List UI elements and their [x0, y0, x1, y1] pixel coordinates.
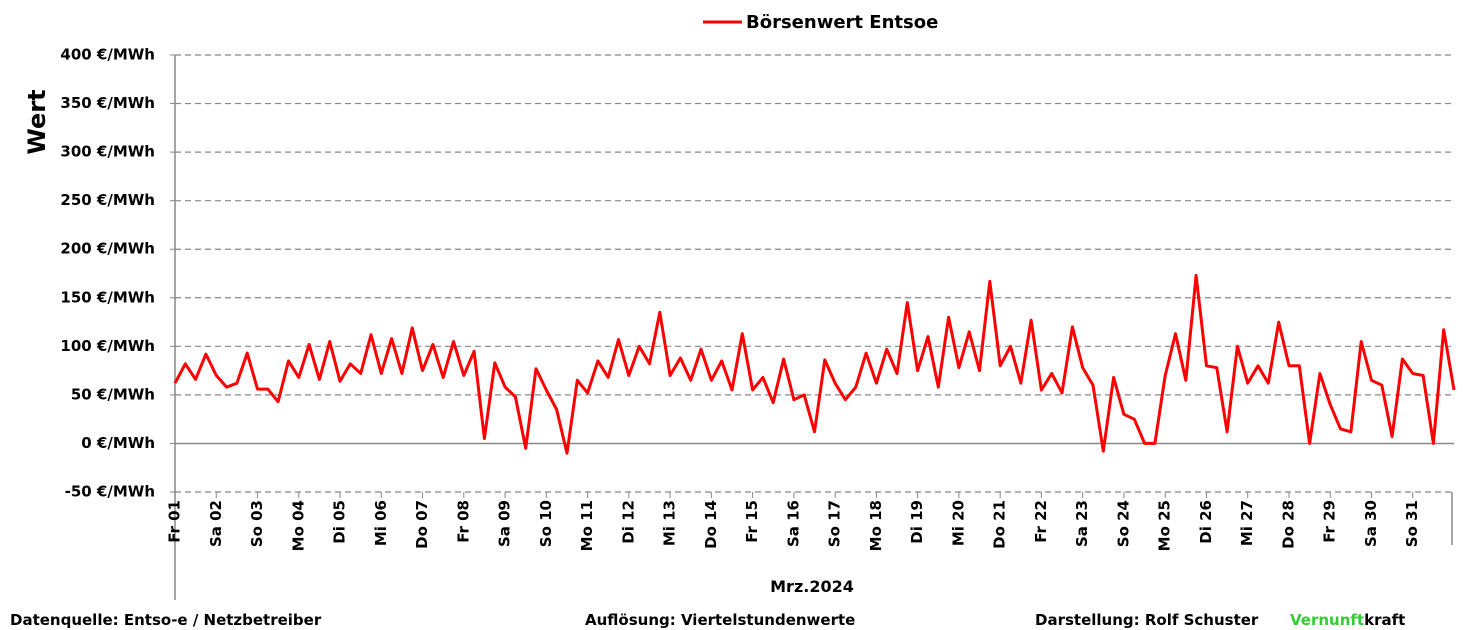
x-tick-label: Sa 16: [784, 500, 802, 547]
x-tick-label: So 03: [248, 500, 266, 547]
x-tick-label: Mo 11: [578, 500, 596, 551]
footer-resolution: Auflösung: Viertelstundenwerte: [585, 611, 855, 629]
y-tick-label: 400 €/MWh: [60, 46, 155, 64]
x-tick-label: Mo 25: [1156, 500, 1174, 551]
y-tick-label: 350 €/MWh: [60, 94, 155, 112]
x-tick-label: Mi 27: [1238, 500, 1256, 546]
x-tick-label: So 31: [1403, 500, 1421, 547]
x-tick-label: Fr 08: [454, 500, 472, 543]
x-tick-label: Fr 22: [1032, 500, 1050, 543]
y-tick-label: 200 €/MWh: [60, 240, 155, 258]
x-tick-label: Mi 13: [661, 500, 679, 546]
y-tick-label: 250 €/MWh: [60, 191, 155, 209]
x-tick-label: Di 26: [1197, 500, 1215, 544]
x-tick-label: Fr 15: [743, 500, 761, 543]
x-tick-label: Sa 09: [496, 500, 514, 547]
x-tick-label: Mi 06: [372, 500, 390, 546]
x-tick-label: Mi 20: [949, 500, 967, 546]
series-line: [173, 273, 1456, 455]
x-tick-label: So 24: [1114, 500, 1132, 547]
footer-source: Datenquelle: Entso-e / Netzbetreiber: [10, 611, 322, 629]
legend-label: Börsenwert Entsoe: [746, 12, 938, 33]
y-tick-label: -50 €/MWh: [65, 483, 155, 501]
x-tick-label: Do 14: [702, 500, 720, 549]
x-axis-label: Mrz.2024: [770, 577, 854, 596]
brand-green: Vernunft: [1290, 611, 1364, 629]
y-tick-label: 50 €/MWh: [71, 385, 155, 403]
y-tick-label: 300 €/MWh: [60, 143, 155, 161]
x-tick-label: Fr 29: [1321, 500, 1339, 543]
x-tick-label: Do 28: [1279, 500, 1297, 549]
footer-brand: Vernunftkraft: [1290, 611, 1405, 629]
x-tick-label: Do 07: [413, 500, 431, 549]
brand-black: kraft: [1364, 611, 1405, 629]
x-tick-label: So 10: [537, 500, 555, 547]
x-tick-label: Di 19: [908, 500, 926, 544]
y-tick-label: 150 €/MWh: [60, 288, 155, 306]
x-tick-label: So 17: [826, 500, 844, 547]
x-tick-label: Di 12: [619, 500, 637, 544]
y-tick-label: 0 €/MWh: [81, 434, 155, 452]
y-tick-label: 100 €/MWh: [60, 337, 155, 355]
x-tick-label: Fr 01: [166, 500, 184, 543]
x-tick-label: Do 21: [991, 500, 1009, 549]
x-tick-label: Mo 04: [289, 500, 307, 551]
footer-author: Darstellung: Rolf Schuster: [1035, 611, 1259, 629]
x-tick-label: Sa 02: [207, 500, 225, 547]
x-tick-label: Sa 30: [1362, 500, 1380, 547]
x-tick-label: Mo 18: [867, 500, 885, 551]
y-axis-label: Wert: [23, 89, 51, 154]
x-tick-label: Sa 23: [1073, 500, 1091, 547]
x-tick-label: Di 05: [331, 500, 349, 544]
